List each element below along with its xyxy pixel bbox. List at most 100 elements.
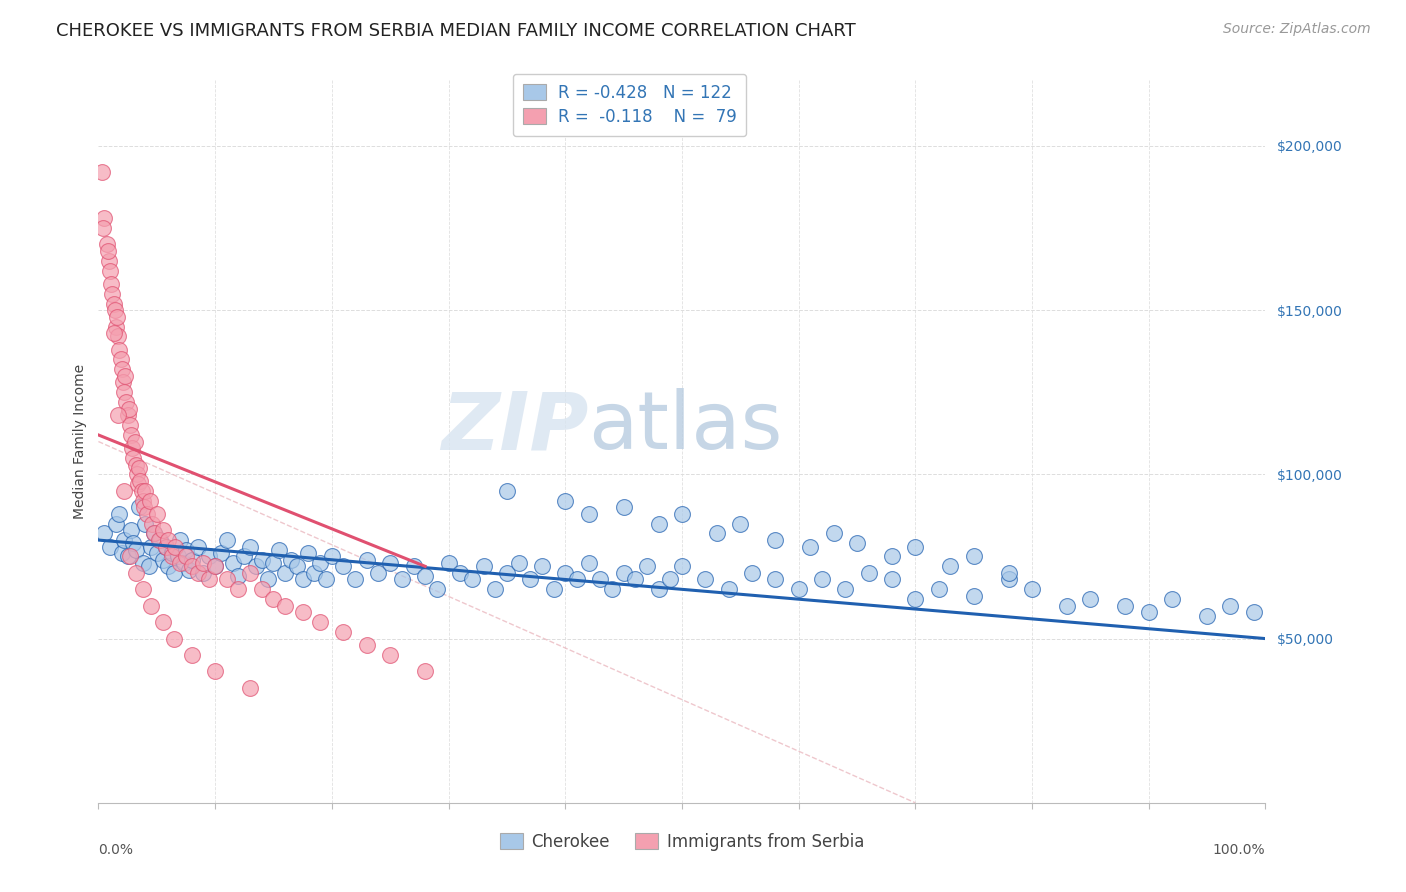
Point xyxy=(112,385,135,400)
Point xyxy=(132,556,155,570)
Point xyxy=(117,549,139,564)
Point xyxy=(165,540,187,554)
Point xyxy=(880,573,903,587)
Point xyxy=(461,573,484,587)
Point xyxy=(380,556,402,570)
Point xyxy=(256,573,278,587)
Point xyxy=(472,559,495,574)
Point xyxy=(344,573,367,587)
Point xyxy=(332,625,354,640)
Point xyxy=(437,556,460,570)
Point xyxy=(717,582,740,597)
Point xyxy=(93,526,115,541)
Point xyxy=(125,458,148,472)
Point xyxy=(111,362,134,376)
Point xyxy=(530,559,553,574)
Point xyxy=(554,493,576,508)
Point xyxy=(163,632,186,646)
Point xyxy=(1021,582,1043,597)
Point xyxy=(118,401,141,416)
Point xyxy=(110,352,132,367)
Point xyxy=(215,533,238,547)
Point xyxy=(291,605,314,619)
Point xyxy=(280,553,302,567)
Point xyxy=(239,566,262,580)
Point xyxy=(367,566,389,580)
Point xyxy=(180,559,202,574)
Point xyxy=(125,542,148,557)
Point xyxy=(356,553,378,567)
Point xyxy=(204,559,226,574)
Point xyxy=(152,615,174,630)
Point xyxy=(962,589,984,603)
Point xyxy=(233,549,256,564)
Point xyxy=(274,599,297,613)
Text: atlas: atlas xyxy=(589,388,783,467)
Point xyxy=(245,559,267,574)
Text: ZIP: ZIP xyxy=(441,388,589,467)
Point xyxy=(391,573,413,587)
Point xyxy=(120,523,142,537)
Point xyxy=(148,533,170,547)
Point xyxy=(155,540,177,554)
Point xyxy=(613,566,636,580)
Point xyxy=(962,549,984,564)
Point xyxy=(146,507,169,521)
Point xyxy=(111,376,134,390)
Point xyxy=(613,500,636,515)
Point xyxy=(554,566,576,580)
Point xyxy=(134,516,156,531)
Point xyxy=(128,460,150,475)
Point xyxy=(160,549,183,564)
Point xyxy=(997,573,1019,587)
Point xyxy=(96,237,118,252)
Point xyxy=(198,549,221,564)
Point xyxy=(624,573,647,587)
Point xyxy=(149,533,172,547)
Point xyxy=(496,566,519,580)
Point xyxy=(169,556,191,570)
Point xyxy=(356,638,378,652)
Y-axis label: Median Family Income: Median Family Income xyxy=(73,364,87,519)
Point xyxy=(799,540,821,554)
Point xyxy=(519,573,541,587)
Point xyxy=(1195,608,1218,623)
Point xyxy=(122,450,145,465)
Point xyxy=(228,582,250,597)
Point xyxy=(146,546,169,560)
Point xyxy=(118,549,141,564)
Point xyxy=(100,277,122,291)
Point xyxy=(578,556,600,570)
Point xyxy=(484,582,506,597)
Point xyxy=(496,483,519,498)
Point xyxy=(139,493,162,508)
Point xyxy=(97,253,120,268)
Point xyxy=(997,566,1019,580)
Point xyxy=(413,665,436,679)
Point xyxy=(402,559,425,574)
Point xyxy=(204,559,226,574)
Point xyxy=(449,566,471,580)
Point xyxy=(315,573,337,587)
Point xyxy=(1080,592,1102,607)
Point xyxy=(565,573,588,587)
Point xyxy=(309,615,332,630)
Point xyxy=(1056,599,1078,613)
Point xyxy=(811,573,834,587)
Text: 100.0%: 100.0% xyxy=(1213,843,1265,856)
Point xyxy=(647,582,669,597)
Point xyxy=(763,573,786,587)
Point xyxy=(262,592,284,607)
Point xyxy=(107,409,129,423)
Point xyxy=(823,526,845,541)
Point xyxy=(105,310,128,324)
Point xyxy=(228,569,250,583)
Point xyxy=(730,516,752,531)
Point xyxy=(97,244,120,258)
Point xyxy=(125,467,148,482)
Point xyxy=(169,533,191,547)
Point xyxy=(413,569,436,583)
Point xyxy=(143,526,166,541)
Point xyxy=(166,549,188,564)
Point xyxy=(904,592,927,607)
